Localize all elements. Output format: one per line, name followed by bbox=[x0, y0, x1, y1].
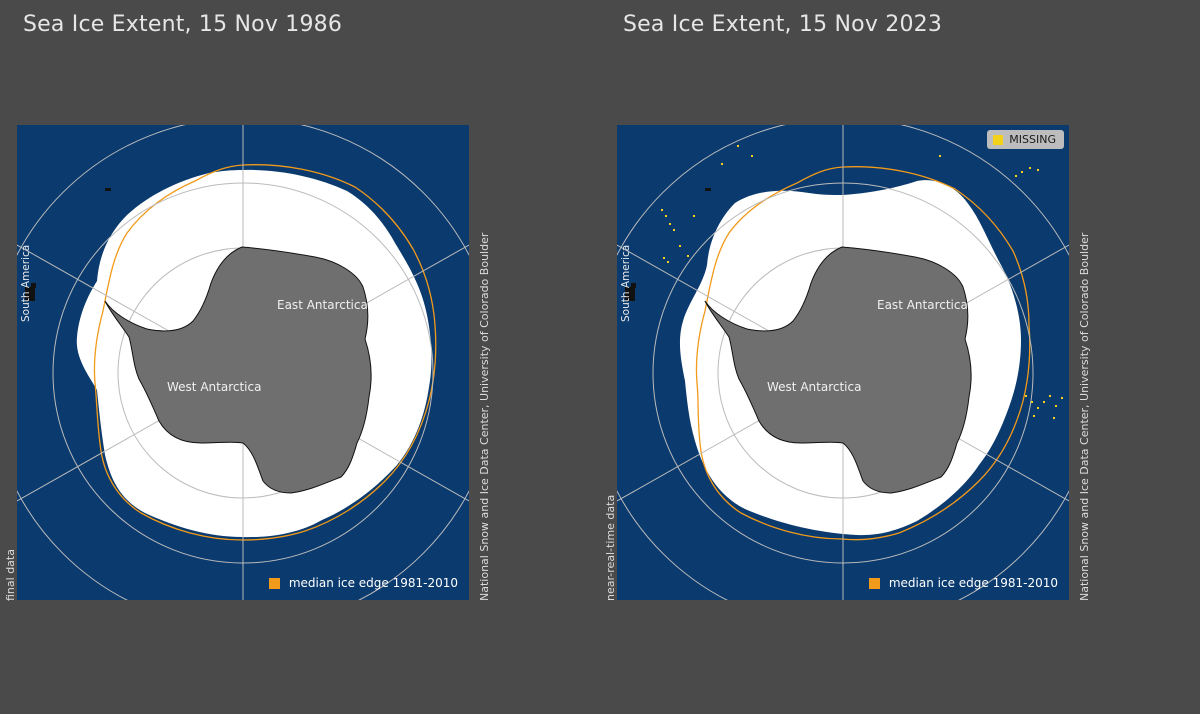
islands bbox=[25, 188, 111, 301]
legend: median ice edge 1981-2010 bbox=[268, 576, 458, 590]
sea-ice-map: West Antarctica East Antarctica MISSING … bbox=[617, 125, 1069, 600]
legend-label: median ice edge 1981-2010 bbox=[288, 576, 458, 590]
map-title: Sea Ice Extent, 15 Nov 1986 bbox=[23, 12, 343, 37]
map-title: Sea Ice Extent, 15 Nov 2023 bbox=[623, 12, 943, 37]
data-type-label: near-real-time data bbox=[604, 494, 617, 601]
label-south-america: South America bbox=[20, 244, 32, 322]
median-ice-edge bbox=[695, 166, 1031, 541]
data-type-label: final data bbox=[4, 549, 17, 601]
label-west-antarctica: West Antarctica bbox=[167, 380, 262, 394]
missing-label: MISSING bbox=[1009, 133, 1056, 146]
legend-label: median ice edge 1981-2010 bbox=[888, 576, 1058, 590]
islands bbox=[625, 188, 711, 301]
antarctica-land bbox=[104, 246, 372, 494]
credit-label: National Snow and Ice Data Center, Unive… bbox=[478, 232, 491, 601]
missing-legend: MISSING bbox=[987, 130, 1064, 149]
antarctica-land bbox=[704, 246, 972, 494]
label-south-america: South America bbox=[620, 244, 632, 322]
missing-swatch bbox=[993, 134, 1004, 145]
credit-label: National Snow and Ice Data Center, Unive… bbox=[1078, 232, 1091, 601]
legend: median ice edge 1981-2010 bbox=[868, 576, 1058, 590]
median-ice-edge bbox=[93, 164, 437, 541]
median-edge-swatch bbox=[268, 577, 280, 589]
label-east-antarctica: East Antarctica bbox=[277, 298, 368, 312]
label-west-antarctica: West Antarctica bbox=[767, 380, 862, 394]
panel-1986: Sea Ice Extent, 15 Nov 1986 bbox=[4, 12, 491, 601]
map-graphic bbox=[17, 125, 469, 600]
sea-ice-map: West Antarctica East Antarctica median i… bbox=[17, 125, 469, 600]
panel-2023: Sea Ice Extent, 15 Nov 2023 bbox=[600, 0, 1200, 714]
missing-data-pixels bbox=[661, 145, 1063, 419]
map-graphic bbox=[617, 125, 1069, 600]
median-edge-swatch bbox=[868, 577, 880, 589]
label-east-antarctica: East Antarctica bbox=[877, 298, 968, 312]
